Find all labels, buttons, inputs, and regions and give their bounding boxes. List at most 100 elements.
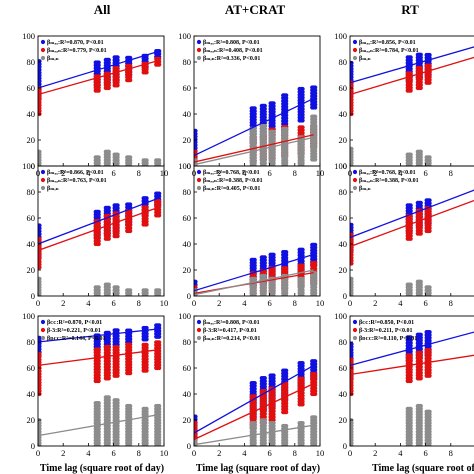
point-blue-3: [271, 379, 276, 384]
point-red-2: [106, 370, 111, 375]
point-red-6: [157, 351, 162, 356]
point-blue-1: [96, 60, 101, 65]
point-red-2: [418, 65, 423, 71]
point-gray-3: [271, 288, 276, 293]
point-red-6: [157, 213, 162, 218]
legend-marker-red: [40, 177, 46, 183]
point-red-4: [128, 78, 133, 83]
point-red-3: [427, 362, 432, 367]
point-gray-6: [313, 418, 318, 423]
x-tick-label: 10: [160, 298, 169, 308]
y-tick-label: 40: [183, 389, 192, 399]
legend-entry-red: βₘₑₐₙ:R²=0.408, P<0.01: [203, 48, 263, 54]
point-gray-2: [106, 149, 111, 154]
point-gray-1: [408, 423, 413, 429]
y-tick-label: 20: [339, 415, 348, 425]
point-gray-1: [96, 155, 101, 160]
point-blue-4: [284, 101, 289, 106]
legend: βₘₐₓ:R²=0.856, P<0.01 βₘₑₐₙ:R²=0.784, P<0…: [352, 39, 419, 62]
point-red-1: [408, 236, 413, 241]
point-red-6: [157, 56, 162, 62]
point-gray-4: [284, 126, 289, 131]
point-red-1: [408, 358, 413, 364]
point-blue-6: [313, 91, 318, 96]
point-gray-3: [271, 432, 276, 437]
point-gray-3: [115, 429, 120, 434]
point-red-2: [262, 414, 267, 419]
y-tick-label: 40: [27, 109, 36, 119]
point-blue-6: [313, 364, 318, 370]
legend-marker-gray: [352, 55, 358, 61]
point-red-6: [157, 207, 162, 212]
point-red-0: [38, 351, 42, 357]
point-red-3: [115, 348, 120, 353]
plot-area: [38, 191, 162, 296]
point-red-2: [106, 231, 111, 236]
point-blue-3: [271, 104, 276, 109]
point-red-0: [194, 149, 198, 154]
point-red-3: [427, 66, 432, 71]
column-titles: All AT+CRAT RT: [94, 2, 419, 17]
point-red-6: [313, 377, 318, 382]
point-gray-1: [252, 158, 257, 163]
point-blue-1: [252, 120, 257, 125]
point-gray-2: [106, 288, 111, 293]
point-gray-2: [418, 279, 423, 284]
legend-marker-red: [352, 47, 358, 53]
y-tick-label: 0: [187, 441, 191, 451]
y-tick-label: 80: [183, 187, 192, 197]
legend-entry-blue: βₘₐₓ:R²=0.856, P<0.01: [359, 40, 416, 46]
point-gray-3: [115, 401, 120, 406]
point-gray-1: [408, 409, 413, 414]
point-gray-3: [427, 155, 432, 160]
legend-entry-blue: βₘₐₓ:R²=0.768, P<0.01: [203, 170, 260, 176]
point-blue-5: [300, 89, 305, 94]
fit-line-gray: [194, 136, 314, 166]
point-blue-1: [96, 342, 101, 347]
point-gray-3: [115, 285, 120, 290]
point-gray-1: [96, 438, 101, 443]
point-gray-1: [252, 276, 257, 281]
point-red-0: [38, 236, 42, 241]
point-gray-4: [284, 129, 289, 134]
point-gray-4: [284, 429, 289, 434]
point-red-4: [284, 266, 289, 271]
point-red-2: [418, 364, 423, 370]
point-red-1: [408, 225, 413, 230]
point-red-6: [157, 340, 162, 345]
point-red-2: [418, 376, 423, 381]
point-red-4: [284, 398, 289, 403]
point-gray-4: [284, 438, 289, 443]
point-red-6: [157, 365, 162, 371]
point-gray-2: [418, 282, 423, 287]
point-red-5: [144, 205, 149, 210]
point-gray-0: [38, 149, 42, 154]
x-tick-label: 6: [423, 168, 427, 178]
point-red-1: [408, 88, 413, 93]
point-gray-4: [128, 438, 133, 443]
legend-entry-red: βₘₑₐₙ:R²=0.784, P<0.01: [359, 48, 419, 54]
fit-line-gray: [194, 269, 314, 296]
point-red-6: [157, 354, 162, 359]
legend-marker-gray: [196, 185, 202, 191]
y-tick-label: 60: [27, 363, 36, 373]
point-red-4: [128, 371, 133, 376]
point-gray-2: [418, 403, 423, 409]
fit-line-blue: [38, 50, 158, 89]
point-gray-1: [408, 288, 413, 293]
point-gray-1: [96, 403, 101, 409]
point-blue-3: [427, 338, 432, 343]
x-axis-label-middle: Time lag (square root of day): [196, 463, 320, 474]
point-blue-2: [262, 376, 267, 381]
point-blue-5: [300, 250, 305, 255]
point-gray-5: [144, 406, 149, 411]
point-red-3: [271, 397, 276, 403]
point-red-3: [427, 348, 432, 353]
x-tick-label: 8: [293, 168, 297, 178]
panel-frame: [193, 315, 321, 447]
point-gray-4: [284, 282, 289, 287]
fit-line-blue: [194, 364, 315, 434]
point-gray-3: [427, 423, 432, 429]
plot-area: [350, 46, 474, 166]
point-gray-2: [106, 152, 111, 157]
